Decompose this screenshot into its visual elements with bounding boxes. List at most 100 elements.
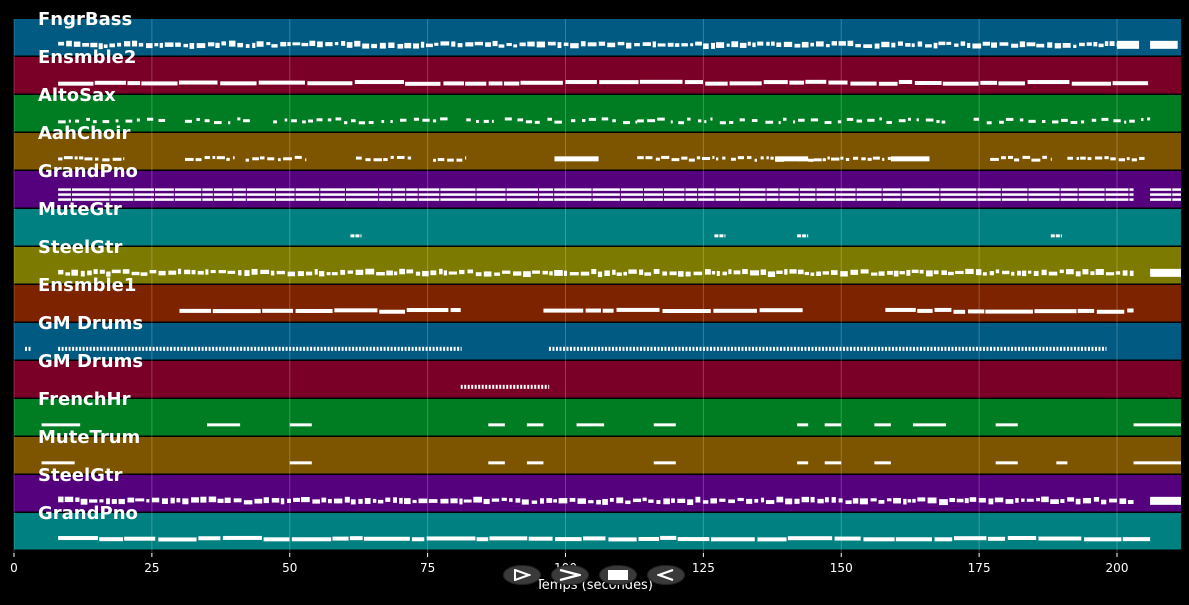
note [220, 81, 257, 86]
note [842, 346, 845, 351]
note [661, 155, 670, 159]
note [277, 158, 281, 162]
note [226, 157, 230, 161]
note [685, 188, 698, 191]
note [580, 41, 586, 47]
note [319, 271, 325, 277]
lane-separator [14, 321, 1181, 323]
note [1093, 41, 1098, 47]
note [886, 120, 892, 124]
note [1021, 498, 1025, 502]
note [373, 158, 382, 162]
note [742, 269, 748, 275]
note [681, 346, 684, 351]
note [845, 157, 850, 161]
note [693, 271, 703, 276]
note [912, 346, 915, 351]
note [728, 269, 732, 275]
note [554, 193, 592, 196]
note [909, 346, 912, 351]
note [390, 346, 393, 351]
note [771, 41, 775, 46]
track-notes [58, 188, 1181, 201]
track-lane [14, 323, 1181, 361]
note [644, 272, 652, 276]
note [1113, 119, 1121, 123]
note [433, 158, 436, 162]
note [625, 346, 628, 351]
note [898, 346, 901, 351]
note [145, 346, 148, 351]
note [363, 536, 410, 541]
note [1028, 188, 1060, 191]
note [523, 384, 526, 389]
note [856, 346, 859, 351]
note [1070, 346, 1073, 351]
back-button[interactable] [647, 565, 685, 585]
note [772, 346, 775, 351]
note [466, 118, 471, 122]
note [372, 498, 377, 503]
note [789, 80, 805, 85]
note [608, 537, 637, 542]
note [1011, 271, 1015, 276]
note [485, 42, 492, 47]
note [488, 384, 491, 389]
track-notes [58, 117, 1151, 125]
note [341, 41, 346, 46]
note [383, 346, 386, 351]
note [765, 500, 775, 505]
note [628, 269, 637, 274]
note [292, 346, 295, 351]
note [467, 384, 470, 389]
note [134, 193, 154, 196]
note [1017, 270, 1021, 276]
note [713, 308, 757, 313]
note [297, 271, 304, 277]
note [1084, 346, 1087, 351]
note [822, 158, 826, 162]
note [320, 198, 345, 201]
note [757, 41, 764, 46]
note [287, 498, 291, 504]
note [428, 499, 438, 503]
note [856, 119, 863, 123]
note [814, 346, 817, 351]
note [359, 346, 362, 351]
note [228, 121, 231, 125]
note [1150, 496, 1181, 505]
note [620, 193, 643, 196]
note [760, 269, 767, 275]
note [912, 498, 916, 503]
note [58, 496, 64, 503]
note [995, 461, 1018, 465]
note [905, 43, 911, 47]
note [463, 499, 472, 503]
forward-button[interactable] [551, 565, 589, 585]
note [440, 498, 449, 504]
note [180, 346, 183, 351]
note [348, 346, 351, 351]
note [662, 271, 668, 276]
note [805, 79, 827, 84]
stop-button[interactable] [599, 565, 637, 585]
note [471, 384, 474, 389]
note [240, 346, 243, 351]
note [953, 309, 966, 314]
note [562, 346, 565, 351]
note [891, 346, 894, 351]
note [766, 198, 779, 201]
lane-separator [14, 283, 1181, 285]
note [228, 40, 236, 47]
note [1060, 198, 1078, 201]
note [1028, 193, 1060, 196]
note [1077, 346, 1080, 351]
note [792, 120, 796, 124]
play-button[interactable] [503, 565, 541, 585]
note [917, 41, 923, 47]
note [948, 271, 954, 276]
note [355, 234, 360, 238]
note [1041, 269, 1047, 276]
note [408, 346, 411, 351]
